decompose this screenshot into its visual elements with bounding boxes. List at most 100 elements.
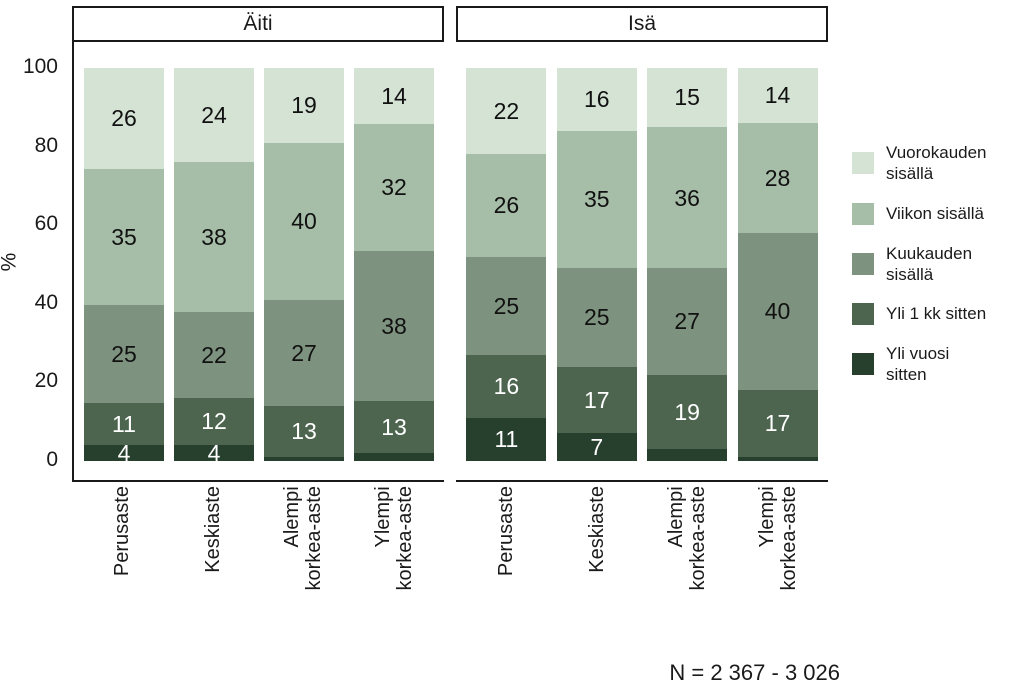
value-label: 15: [674, 84, 700, 111]
y-tick-100: 100: [22, 54, 58, 78]
value-label: 4: [207, 439, 221, 466]
segment-kuukauden-sisalla: 22: [174, 311, 254, 399]
value-label: 12: [201, 408, 227, 435]
segment-viikon-sisalla: 35: [84, 169, 164, 306]
bar-isa-ylempi-korkea-aste: 14 28 40 17: [737, 68, 818, 462]
bar-aiti-perusaste: 26 35 25 11 4: [84, 68, 164, 467]
value-label: 28: [764, 164, 791, 191]
y-tick-20: 20: [34, 369, 58, 393]
segment-vuorokauden-sisalla: 24: [174, 68, 254, 163]
x-label-perusaste: Perusaste: [111, 486, 134, 577]
value-label: 17: [764, 410, 791, 437]
bar-isa-alempi-korkea-aste: 15 36 27 19: [647, 68, 728, 462]
footer: N = 2 367 - 3 026: [0, 660, 840, 683]
bar-aiti-keskiaste: 24 38 22 12 4: [174, 68, 254, 466]
segment-kuukauden-sisalla: 25: [556, 268, 637, 367]
legend-item-yli-1-kk-sitten: Yli 1 kk sitten: [852, 303, 1020, 325]
segment-vuorokauden-sisalla: 14: [354, 68, 434, 124]
segment-yli-1-kk-sitten: 19: [647, 374, 728, 450]
x-label-slot: Keskiaste: [557, 486, 637, 636]
category-labels-aiti: Perusaste Keskiaste Alempi korkea-aste Ylemp…: [72, 486, 444, 636]
segment-yli-1-kk-sitten: 17: [556, 366, 637, 434]
segment-yli-1-kk-sitten: 11: [84, 402, 164, 446]
value-label: 11: [494, 426, 519, 453]
value-label: 17: [583, 386, 610, 413]
segment-yli-vuosi-sitten: [354, 453, 434, 461]
facet-label-isa: Isä: [456, 6, 828, 42]
legend-swatch-viikon-sisalla: [852, 202, 874, 225]
plot-panel-isa: 22 26 25 16 11 16 35 25 17 7 15 36 27 19 14 28 40 17: [456, 42, 828, 482]
facet-isa: Isä 22 26 25 16 11 16 35 25 17 7 15 36 27 19 14 28 40 17 Pe…: [456, 6, 828, 636]
value-label: 35: [583, 186, 610, 213]
legend-swatch-kuukauden-sisalla: [852, 252, 874, 275]
bars-isa: 22 26 25 16 11 16 35 25 17 7 15 36 27 19 14 28 40 17: [456, 68, 828, 462]
segment-yli-vuosi-sitten: [737, 457, 818, 462]
y-tick-60: 60: [34, 211, 58, 235]
segment-kuukauden-sisalla: 40: [737, 233, 818, 391]
segment-yli-1-kk-sitten: 17: [737, 390, 818, 458]
segment-vuorokauden-sisalla: 15: [647, 68, 728, 127]
legend: Vuorokauden sisällä Viikon sisällä Kuukaude…: [828, 6, 1024, 386]
value-label: 19: [291, 92, 317, 119]
x-label-slot: Perusaste: [466, 486, 546, 636]
legend-item-kuukauden-sisalla: Kuukauden sisällä: [852, 243, 1020, 286]
facet-panels: Äiti 26 35 25 11 4 24 38 22 12 4 19 40 27 13 14 32 38 13 Pe…: [72, 6, 828, 636]
x-label-slot: Keskiaste: [173, 486, 253, 636]
legend-item-vuorokauden-sisalla: Vuorokauden sisällä: [852, 142, 1020, 185]
x-label-alempi-korkea-aste: Alempi korkea-aste: [281, 486, 326, 591]
segment-vuorokauden-sisalla: 14: [737, 68, 818, 124]
x-label-perusaste: Perusaste: [495, 486, 518, 577]
segment-kuukauden-sisalla: 27: [264, 299, 344, 406]
segment-kuukauden-sisalla: 25: [466, 256, 547, 355]
value-label: 16: [493, 373, 520, 400]
legend-item-yli-vuosi-sitten: Yli vuosi sitten: [852, 343, 1020, 386]
value-label: 40: [764, 298, 791, 325]
bar-aiti-alempi-korkea-aste: 19 40 27 13: [264, 68, 344, 462]
value-label: 27: [291, 339, 317, 366]
legend-swatch-yli-vuosi-sitten: [852, 353, 874, 376]
value-label: 7: [590, 434, 604, 461]
x-label-ylempi-korkea-aste: Ylempi korkea-aste: [371, 486, 416, 591]
segment-viikon-sisalla: 36: [647, 126, 728, 269]
bar-isa-keskiaste: 16 35 25 17 7: [556, 68, 637, 461]
segment-viikon-sisalla: 35: [556, 130, 637, 269]
value-label: 24: [201, 101, 227, 128]
segment-vuorokauden-sisalla: 22: [466, 68, 547, 155]
segment-yli-vuosi-sitten: [264, 457, 344, 462]
bars-aiti: 26 35 25 11 4 24 38 22 12 4 19 40 27 13 14 32 38 13: [74, 68, 444, 467]
value-label: 38: [381, 312, 407, 339]
x-label-slot: Ylempi korkea-aste: [738, 486, 818, 636]
legend-label-kuukauden-sisalla: Kuukauden sisällä: [886, 243, 973, 284]
legend-label-yli-1-kk-sitten: Yli 1 kk sitten: [886, 304, 987, 324]
segment-viikon-sisalla: 40: [264, 142, 344, 300]
value-label: 36: [674, 184, 700, 211]
y-tick-0: 0: [46, 447, 58, 471]
x-label-alempi-korkea-aste: Alempi korkea-aste: [665, 486, 710, 591]
value-label: 25: [493, 292, 520, 319]
x-label-keskiaste: Keskiaste: [585, 486, 608, 573]
legend-item-viikon-sisalla: Viikon sisällä: [852, 202, 1020, 225]
legend-label-vuorokauden-sisalla: Vuorokauden sisällä: [886, 143, 987, 184]
x-label-ylempi-korkea-aste: Ylempi korkea-aste: [755, 486, 800, 591]
value-label: 32: [381, 173, 407, 200]
legend-label-viikon-sisalla: Viikon sisällä: [886, 203, 984, 223]
value-label: 40: [291, 208, 317, 235]
chart-area: % 100 80 60 40 20 0 Äiti 26 35 25 11 4 24 38 22 12 4 19 4…: [0, 6, 1024, 636]
y-axis-ticks: % 100 80 60 40 20 0: [0, 42, 72, 482]
segment-yli-vuosi-sitten: 4: [174, 439, 254, 466]
value-label: 27: [674, 308, 700, 335]
legend-swatch-yli-1-kk-sitten: [852, 303, 874, 325]
segment-kuukauden-sisalla: 27: [647, 268, 728, 375]
value-label: 35: [111, 224, 137, 251]
value-label: 38: [201, 223, 227, 250]
segment-yli-1-kk-sitten: 12: [174, 398, 254, 446]
segment-yli-vuosi-sitten: [647, 449, 728, 462]
segment-viikon-sisalla: 26: [466, 154, 547, 257]
value-label: 4: [117, 440, 131, 467]
facet-label-aiti: Äiti: [72, 6, 444, 42]
segment-viikon-sisalla: 38: [174, 162, 254, 312]
segment-yli-1-kk-sitten: 13: [264, 405, 344, 458]
value-label: 11: [112, 410, 136, 437]
value-label: 16: [583, 86, 610, 113]
